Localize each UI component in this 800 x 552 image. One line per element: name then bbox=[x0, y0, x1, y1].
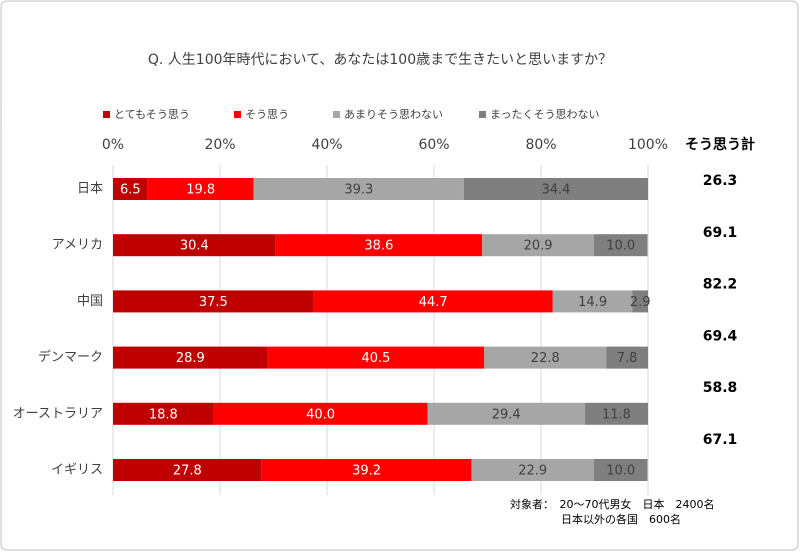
x-tick-label: 60% bbox=[418, 137, 449, 153]
value-label: 28.9 bbox=[176, 351, 205, 366]
value-label: 30.4 bbox=[180, 239, 209, 254]
y-tick-label: イギリス bbox=[51, 463, 103, 478]
total-label: 82.2 bbox=[703, 277, 738, 293]
bar-segment bbox=[113, 290, 314, 313]
value-label: 29.4 bbox=[492, 407, 521, 422]
bar-segment bbox=[261, 459, 472, 481]
x-tick-label: 100% bbox=[628, 137, 668, 153]
x-tick-label: 80% bbox=[525, 137, 556, 153]
bar-segment bbox=[632, 290, 648, 313]
x-tick-label: 40% bbox=[311, 137, 342, 153]
chart-title: Q. 人生100年時代において、あなたは100歳まで生きたいと思いますか？ bbox=[148, 52, 612, 68]
total-label: 69.4 bbox=[703, 328, 738, 344]
bar-segment bbox=[593, 234, 648, 257]
value-label: 22.9 bbox=[518, 464, 547, 479]
value-label: 11.8 bbox=[602, 407, 631, 422]
bar-segment bbox=[606, 346, 648, 369]
value-label: 6.5 bbox=[120, 183, 141, 198]
legend-label: そう思う bbox=[245, 108, 289, 121]
footnote: 対象者： 20～70代男女 日本 2400名 bbox=[510, 497, 715, 511]
value-label: 39.3 bbox=[344, 183, 373, 198]
value-label: 38.6 bbox=[364, 239, 393, 254]
bar-segment bbox=[113, 346, 268, 369]
legend-label: まったくそう思わない bbox=[490, 108, 600, 121]
legend-swatch bbox=[479, 111, 486, 118]
bar-segment bbox=[463, 178, 648, 200]
bar-segment bbox=[113, 402, 214, 425]
bar-segment bbox=[484, 346, 607, 369]
bar-segment bbox=[552, 290, 633, 313]
value-label: 39.2 bbox=[352, 464, 381, 479]
bar-segment bbox=[147, 178, 254, 200]
total-label: 58.8 bbox=[703, 380, 738, 396]
bar-segment bbox=[427, 402, 585, 425]
legend-label: あまりそう思わない bbox=[344, 108, 443, 121]
bar-segment bbox=[267, 346, 485, 369]
x-tick-label: 20% bbox=[204, 137, 235, 153]
total-label: 26.3 bbox=[703, 173, 738, 189]
value-label: 10.0 bbox=[606, 239, 635, 254]
bar-segment bbox=[113, 178, 148, 200]
bar-segment bbox=[313, 290, 553, 313]
bar-segment bbox=[275, 234, 483, 257]
y-tick-label: アメリカ bbox=[52, 238, 103, 253]
legend-swatch bbox=[103, 111, 110, 118]
y-tick-label: デンマーク bbox=[38, 349, 103, 365]
totals-header: そう思う計 bbox=[685, 136, 755, 153]
value-label: 22.8 bbox=[531, 351, 560, 366]
footnote: 日本以外の各国 600名 bbox=[561, 512, 681, 526]
bar-segment bbox=[113, 459, 262, 481]
value-label: 40.5 bbox=[361, 351, 390, 366]
value-label: 14.9 bbox=[578, 295, 607, 310]
value-label: 2.9 bbox=[630, 295, 651, 310]
value-label: 34.4 bbox=[542, 183, 571, 198]
legend-label: とてもそう思う bbox=[114, 108, 190, 121]
value-label: 20.9 bbox=[524, 239, 553, 254]
bar-segment bbox=[253, 178, 464, 200]
bar-segment bbox=[482, 234, 594, 257]
value-label: 7.8 bbox=[617, 351, 638, 366]
value-label: 27.8 bbox=[173, 464, 202, 479]
legend-swatch bbox=[333, 111, 340, 118]
bar-segment bbox=[593, 459, 648, 481]
value-label: 37.5 bbox=[199, 295, 228, 310]
total-label: 67.1 bbox=[703, 432, 738, 448]
value-label: 44.7 bbox=[419, 295, 448, 310]
legend-swatch bbox=[234, 111, 241, 118]
bar-segment bbox=[213, 402, 428, 425]
value-label: 10.0 bbox=[606, 464, 635, 479]
value-label: 18.8 bbox=[149, 407, 178, 422]
y-tick-label: 中国 bbox=[77, 294, 103, 309]
x-tick-label: 0% bbox=[102, 137, 124, 153]
y-tick-label: 日本 bbox=[77, 182, 103, 197]
value-label: 40.0 bbox=[306, 407, 335, 422]
total-label: 69.1 bbox=[703, 225, 738, 241]
bar-segment bbox=[471, 459, 594, 481]
value-label: 19.8 bbox=[186, 183, 215, 198]
bar-segment bbox=[584, 402, 648, 425]
y-tick-label: オーストラリア bbox=[13, 406, 103, 421]
bar-segment bbox=[113, 234, 276, 257]
